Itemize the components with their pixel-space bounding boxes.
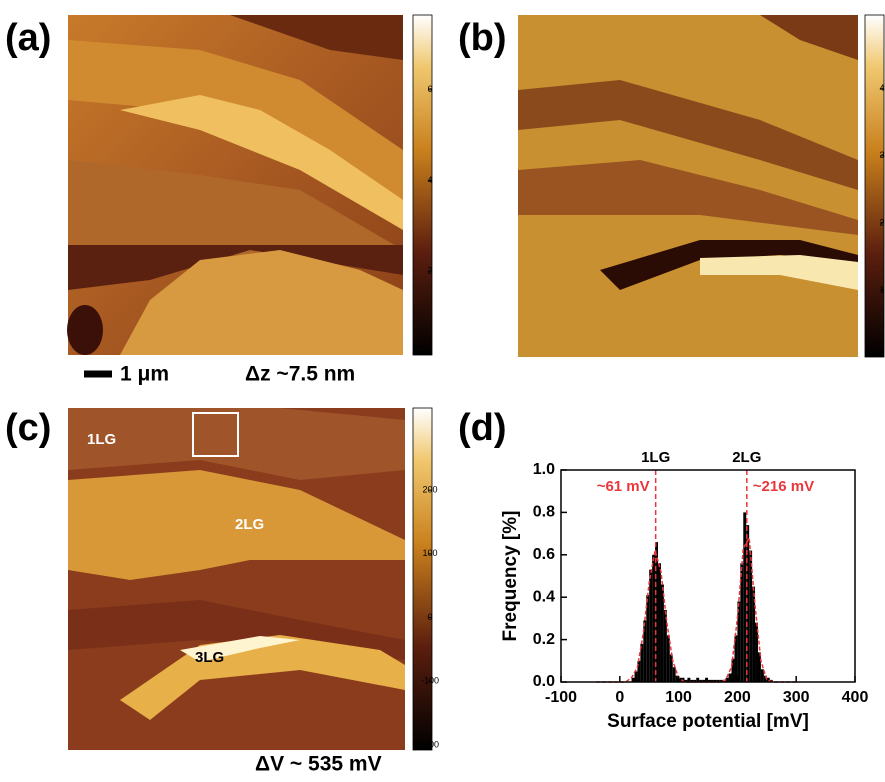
y-axis-label: Frequency [%] <box>500 511 521 642</box>
colorbar-tick-label: 200 <box>422 485 437 495</box>
x-tick-label: 0 <box>615 689 624 706</box>
panel-label: (a) <box>5 17 51 59</box>
scale-bar-label: 1 μm <box>120 363 169 386</box>
panel-label: (c) <box>5 407 51 449</box>
x-tick-label: 200 <box>724 689 751 706</box>
fit-curve <box>596 538 796 682</box>
colorbar-tick-label: -100 <box>421 676 439 686</box>
layer-label: 1LG <box>87 431 116 448</box>
panel-label: (b) <box>458 17 507 59</box>
colorbar-tick-label: 6 <box>427 84 432 94</box>
bar <box>729 674 732 682</box>
colorbar-tick-label: 3 <box>879 150 884 160</box>
y-tick-label: 1.0 <box>533 461 555 478</box>
colorbar-tick-label: 4 <box>427 175 432 185</box>
plot-frame <box>561 470 855 682</box>
colorbar-tick-label: 4 <box>879 83 884 93</box>
y-tick-label: 0.6 <box>533 546 555 563</box>
layer-label: 2LG <box>235 516 264 533</box>
y-tick-label: 0.4 <box>533 588 555 605</box>
height-range: Δz ~7.5 nm <box>245 363 355 386</box>
bar <box>655 542 658 682</box>
colorbar <box>413 15 432 355</box>
bar <box>737 601 740 682</box>
colorbar-tick-label: 100 <box>422 548 437 558</box>
potential-range: ΔV ~ 535 mV <box>255 753 382 776</box>
colorbar-tick-label: 0 <box>427 612 432 622</box>
peak-name: 2LG <box>732 449 761 466</box>
figure: 1 μm Δz ~7.5 nm ΔV ~ 535 mV (a) (b) (c) … <box>0 0 885 777</box>
y-tick-label: 0.2 <box>533 631 555 648</box>
bar <box>649 570 652 682</box>
colorbar <box>865 15 884 357</box>
x-axis-label: Surface potential [mV] <box>607 711 809 732</box>
y-tick-label: 0.8 <box>533 504 555 521</box>
y-tick-label: 0.0 <box>533 673 555 690</box>
peak-label: ~216 mV <box>753 478 814 495</box>
colorbar-tick-label: 2 <box>427 266 432 276</box>
bar <box>743 512 746 682</box>
bar <box>658 563 661 682</box>
colorbar <box>413 408 432 750</box>
kpfm-image <box>68 408 405 750</box>
bar <box>652 555 655 682</box>
bar <box>673 667 676 682</box>
colorbar-tick-label: -200 <box>421 739 439 749</box>
x-tick-label: 100 <box>665 689 692 706</box>
bar <box>758 652 761 682</box>
bar <box>732 659 735 682</box>
colorbar-tick-label: 1 <box>879 284 884 294</box>
peak-label: ~61 mV <box>597 478 650 495</box>
colorbar-tick-label: 2 <box>879 217 884 227</box>
layer-label: 3LG <box>195 649 224 666</box>
bar <box>664 610 667 682</box>
x-tick-label: -100 <box>545 689 577 706</box>
x-tick-label: 400 <box>842 689 869 706</box>
peak-name: 1LG <box>641 449 670 466</box>
potential-image <box>518 15 858 357</box>
topography-image <box>67 15 403 355</box>
x-tick-label: 300 <box>783 689 810 706</box>
panel-label: (d) <box>458 407 507 449</box>
